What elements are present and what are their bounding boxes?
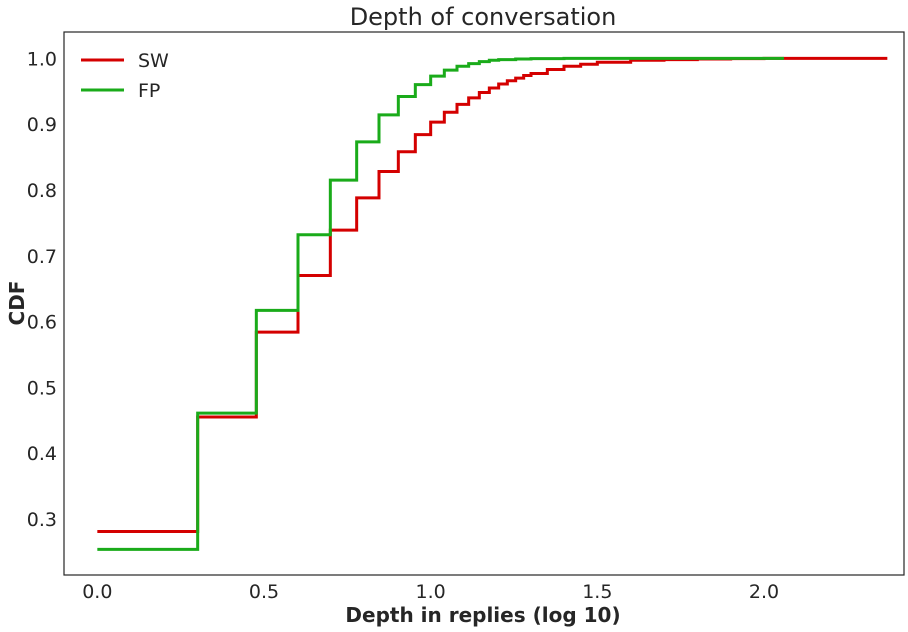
y-tick-label: 0.6 <box>27 312 57 334</box>
y-axis-ticks: 0.3 0.4 0.5 0.6 0.7 0.8 0.9 1.0 <box>27 48 57 531</box>
x-tick-label: 0.5 <box>249 581 279 603</box>
series-line-fp <box>97 56 784 551</box>
y-axis-label: CDF <box>5 281 29 326</box>
y-tick-label: 0.5 <box>27 377 57 399</box>
series-line-sw <box>97 56 888 534</box>
legend-label-fp: FP <box>138 80 160 102</box>
y-tick-label: 0.8 <box>27 180 57 202</box>
legend: SW FP <box>81 50 169 102</box>
y-tick-label: 0.4 <box>27 443 57 465</box>
y-tick-label: 0.3 <box>27 509 57 531</box>
x-tick-label: 0.0 <box>82 581 112 603</box>
x-tick-label: 1.5 <box>582 581 612 603</box>
x-axis-ticks: 0.0 0.5 1.0 1.5 2.0 <box>82 581 779 603</box>
legend-label-sw: SW <box>138 50 169 72</box>
series-layer <box>97 56 888 551</box>
y-tick-label: 0.9 <box>27 114 57 136</box>
x-axis-label: Depth in replies (log 10) <box>345 603 620 627</box>
x-tick-label: 2.0 <box>749 581 779 603</box>
plot-frame <box>63 31 905 576</box>
x-tick-label: 1.0 <box>416 581 446 603</box>
y-tick-label: 1.0 <box>27 48 57 70</box>
chart-title: Depth of conversation <box>350 3 617 31</box>
y-tick-label: 0.7 <box>27 246 57 268</box>
